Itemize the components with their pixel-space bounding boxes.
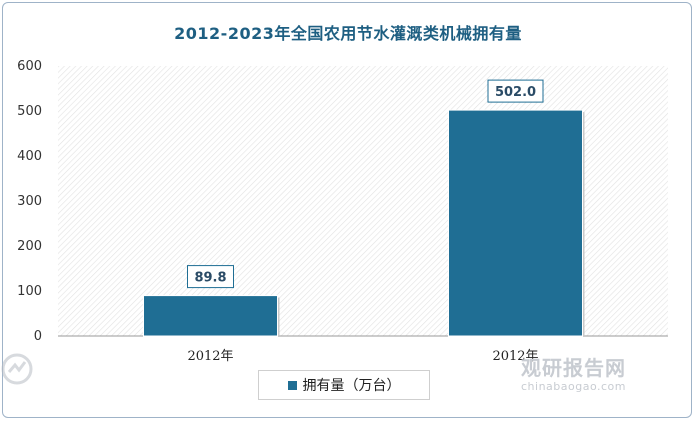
y-tick-label: 400 (17, 149, 42, 164)
x-tick-label: 2012年 (492, 349, 538, 364)
legend: 拥有量（万台） (258, 370, 430, 400)
chart-title: 2012-2023年全国农用节水灌溉类机械拥有量 (174, 24, 522, 43)
y-tick-label: 300 (17, 194, 42, 209)
y-tick-label: 500 (17, 104, 42, 119)
legend-swatch (287, 380, 297, 390)
legend-label: 拥有量（万台） (302, 378, 401, 394)
data-label: 89.8 (194, 271, 226, 286)
data-label-box (187, 265, 234, 289)
y-tick-label: 600 (17, 59, 42, 74)
y-tick-label: 200 (17, 239, 42, 254)
watermark-url: chinabaogao.com (521, 380, 626, 393)
y-tick-label: 100 (17, 284, 42, 299)
x-tick-label: 2012年 (187, 349, 233, 364)
bar (143, 295, 278, 337)
data-label: 502.0 (495, 85, 536, 100)
bar (448, 109, 583, 337)
watermark-logo (1, 353, 33, 385)
watermark-brand: 观研报告网 (521, 356, 626, 380)
data-label-box (487, 79, 544, 103)
y-tick-label: 0 (34, 329, 42, 344)
